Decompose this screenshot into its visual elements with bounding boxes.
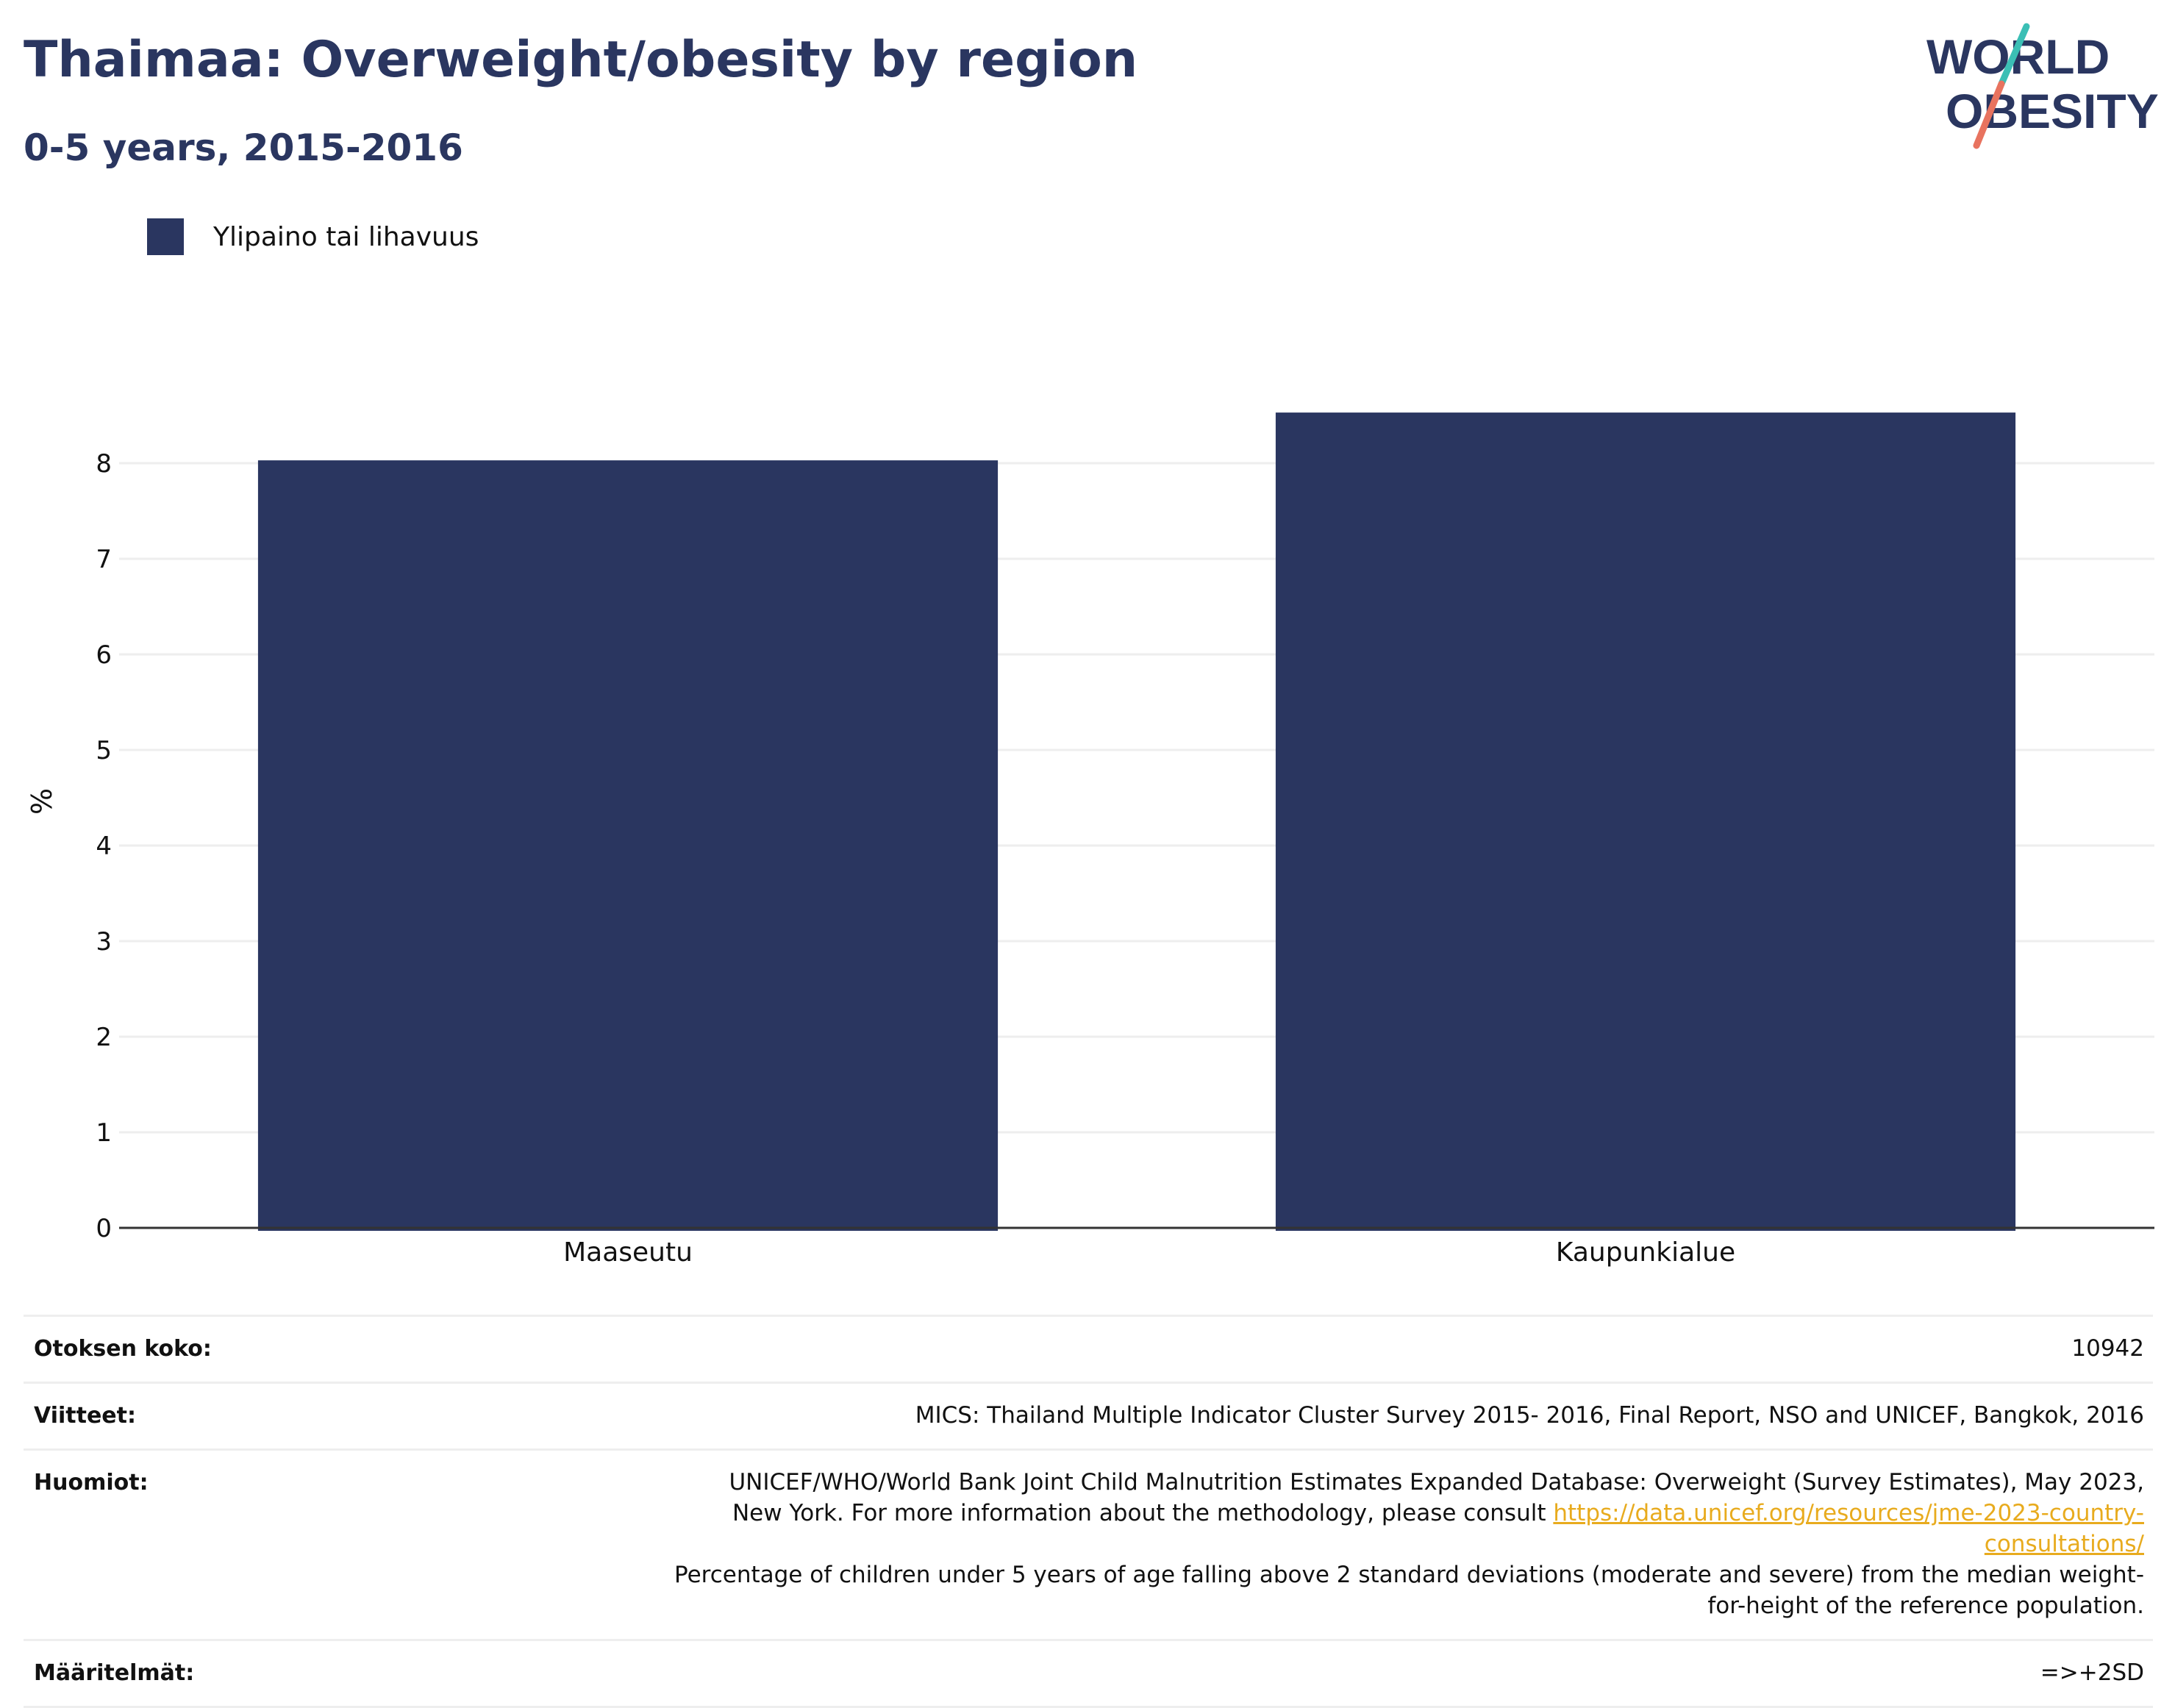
notes-link[interactable]: https://data.unicef.org/resources/jme-20… [1553, 1500, 2144, 1557]
info-row-sample: Otoksen koko: 10942 [24, 1315, 2153, 1382]
info-row-definitions: Määritelmät: =>+2SD [24, 1639, 2153, 1708]
y-tick-labels: 0 1 2 3 4 5 6 7 8 [96, 449, 112, 1243]
y-tick-label: 7 [96, 545, 112, 574]
y-tick-label: 2 [96, 1023, 112, 1052]
definitions-value: =>+2SD [2040, 1659, 2144, 1686]
chart-title: Thaimaa: Overweight/obesity by region [24, 31, 1138, 89]
bar-maaseutu [257, 460, 999, 1231]
chart-subtitle: 0-5 years, 2015-2016 [24, 126, 463, 169]
logo-slash-coral [1973, 80, 2005, 149]
info-row-notes: Huomiot: UNICEF/WHO/World Bank Joint Chi… [24, 1448, 2153, 1639]
references-label: Viitteet: [34, 1403, 136, 1429]
definitions-label: Määritelmät: [34, 1660, 195, 1686]
bar-chart: 0 1 2 3 4 5 6 7 8 Maaseutu Kaupunkialue % [26, 412, 2154, 1268]
y-tick-label: 1 [96, 1118, 112, 1148]
notes-value: UNICEF/WHO/World Bank Joint Child Malnut… [674, 1467, 2144, 1621]
x-tick-labels: Maaseutu Kaupunkialue [563, 1237, 1735, 1268]
y-tick-label: 8 [96, 449, 112, 479]
legend-swatch [147, 218, 184, 255]
y-tick-label: 3 [96, 927, 112, 957]
y-axis-label: % [26, 788, 58, 815]
x-tick-label: Kaupunkialue [1556, 1237, 1735, 1268]
x-tick-label: Maaseutu [563, 1237, 693, 1268]
y-tick-label: 0 [96, 1214, 112, 1243]
notes-label: Huomiot: [34, 1470, 149, 1496]
references-value: MICS: Thailand Multiple Indicator Cluste… [915, 1402, 2144, 1429]
notes-text: UNICEF/WHO/World Bank Joint Child Malnut… [729, 1469, 2144, 1557]
bar-kaupunkialue [1275, 412, 2016, 1231]
y-tick-label: 6 [96, 640, 112, 670]
notes-definition: Percentage of children under 5 years of … [674, 1562, 2144, 1619]
world-obesity-logo: WORLD OBESITY [1926, 23, 2159, 149]
legend-label: Ylipaino tai lihavuus [213, 221, 479, 252]
sample-size-value: 10942 [2071, 1335, 2144, 1362]
info-table: Otoksen koko: 10942 Viitteet: MICS: Thai… [24, 1315, 2153, 1708]
y-tick-label: 4 [96, 832, 112, 861]
logo-slash-teal [1998, 23, 2030, 87]
y-tick-label: 5 [96, 736, 112, 765]
logo-word-2: OBESITY [1946, 84, 2159, 138]
sample-size-label: Otoksen koko: [34, 1336, 212, 1362]
legend[interactable]: Ylipaino tai lihavuus [147, 218, 479, 256]
bars [257, 412, 2016, 1231]
info-row-references: Viitteet: MICS: Thailand Multiple Indica… [24, 1382, 2153, 1448]
